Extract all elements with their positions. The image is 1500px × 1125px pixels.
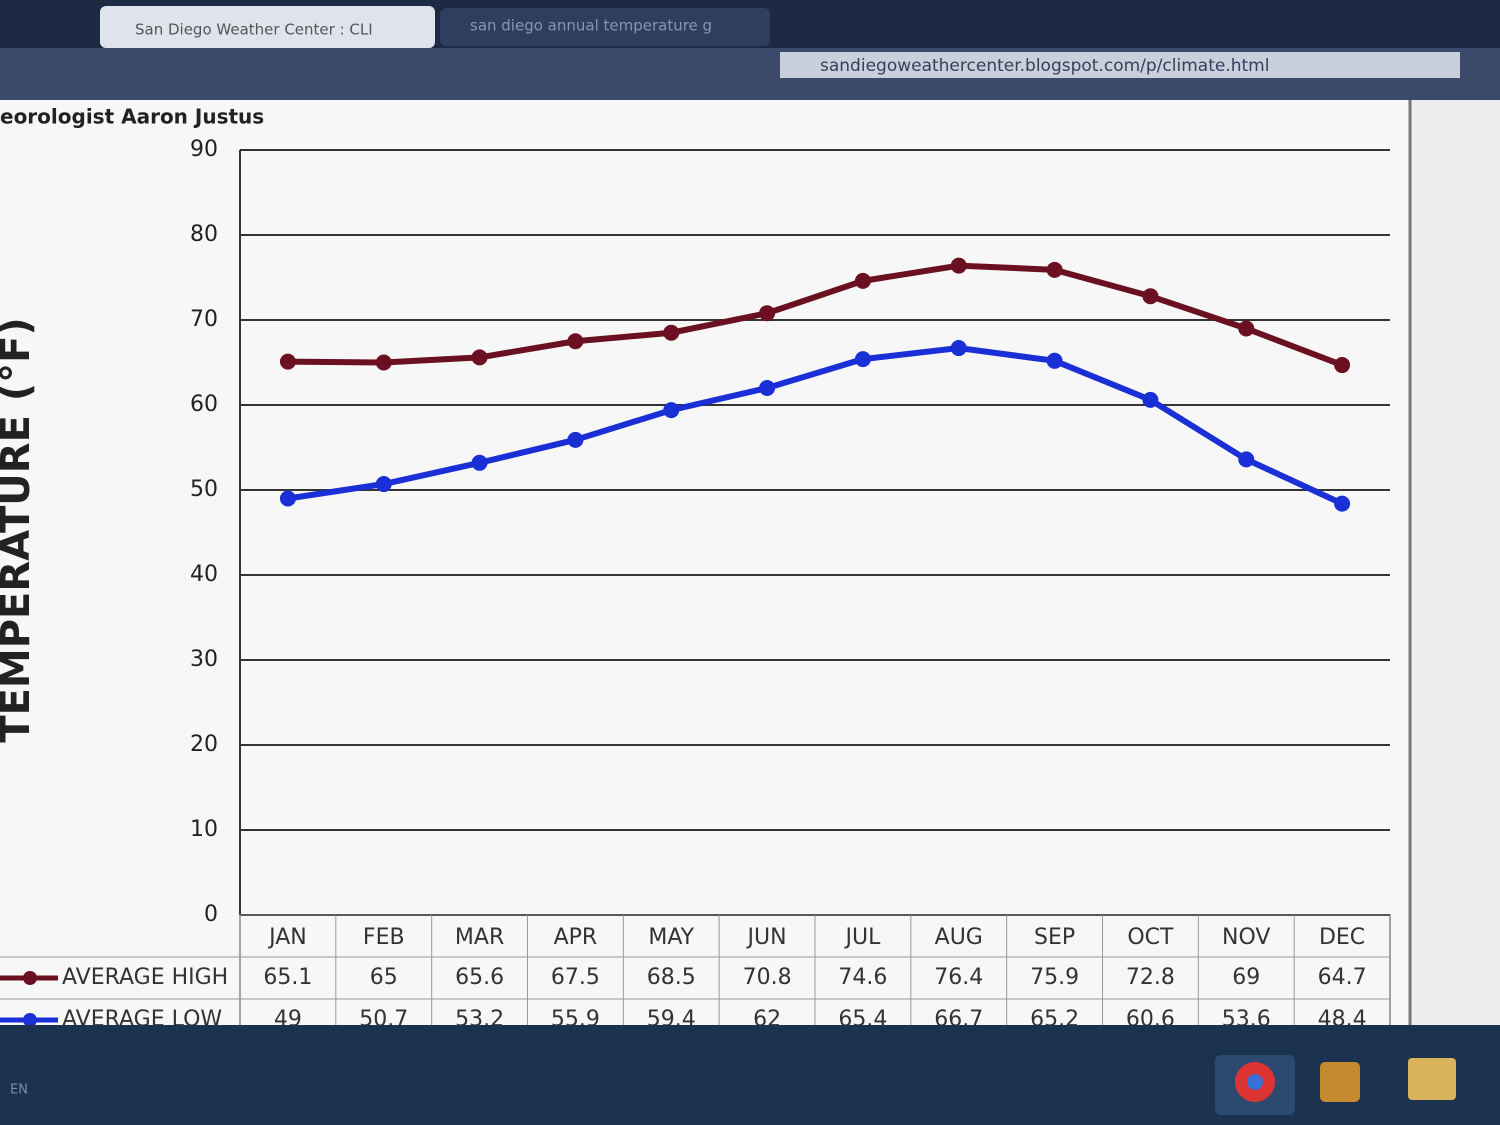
table-value: 70.8 (743, 965, 792, 990)
data-point (759, 380, 776, 396)
x-tick-label: NOV (1222, 925, 1270, 950)
language-indicator: EN (10, 1083, 28, 1098)
data-point (567, 333, 584, 350)
y-tick-label: 60 (190, 392, 218, 417)
data-point (1046, 352, 1063, 369)
y-tick-label: 50 (190, 477, 218, 502)
url-field[interactable] (780, 52, 1460, 78)
y-tick-label: 10 (190, 817, 218, 842)
series-line (287, 345, 1344, 507)
x-tick-label: APR (554, 925, 598, 950)
y-tick-label: 30 (190, 647, 218, 672)
table-value: 65.6 (455, 965, 504, 990)
y-tick-label: 40 (190, 562, 218, 587)
x-tick-label: MAR (455, 925, 504, 950)
data-point (1238, 320, 1255, 337)
data-point (1334, 357, 1351, 374)
data-point (279, 490, 296, 507)
legend-marker (23, 1013, 37, 1027)
data-point (375, 354, 392, 371)
data-point (567, 431, 584, 448)
data-point (663, 324, 680, 341)
data-point (854, 272, 871, 289)
data-point (1238, 451, 1255, 468)
y-tick-label: 80 (190, 222, 218, 247)
data-point (1334, 495, 1351, 512)
data-point (1142, 391, 1159, 408)
data-point (950, 257, 967, 274)
x-tick-label: AUG (935, 925, 983, 950)
y-tick-label: 0 (204, 902, 218, 927)
data-point (1046, 261, 1063, 278)
legend-marker (23, 971, 37, 985)
data-point (759, 305, 776, 322)
table-value: 69 (1232, 965, 1260, 990)
legend-label: AVERAGE HIGH (62, 965, 228, 990)
subtitle: eorologist Aaron Justus (0, 105, 264, 129)
x-tick-label: DEC (1319, 925, 1365, 950)
data-point (279, 353, 296, 370)
tab[interactable] (440, 8, 770, 46)
media-icon[interactable] (1320, 1062, 1360, 1102)
table-value: 72.8 (1126, 965, 1175, 990)
x-tick-label: MAY (648, 925, 694, 950)
data-point (1142, 288, 1159, 305)
page-content (0, 100, 1410, 1030)
data-point (471, 349, 488, 366)
data-point (471, 454, 488, 471)
table-value: 64.7 (1318, 965, 1367, 990)
table-value: 76.4 (934, 965, 983, 990)
x-tick-label: OCT (1127, 925, 1174, 950)
x-tick-label: JUL (843, 925, 881, 950)
url[interactable]: sandiegoweathercenter.blogspot.com/p/cli… (820, 56, 1269, 76)
data-point (375, 476, 392, 493)
x-tick-label: JUN (746, 925, 787, 950)
data-point (663, 402, 680, 419)
y-axis-label: TEMPERATURE (°F) (0, 317, 39, 742)
y-tick-label: 90 (190, 137, 218, 162)
table-value: 65 (370, 965, 398, 990)
series-line (287, 262, 1344, 368)
x-tick-label: JAN (267, 925, 307, 950)
table-value: 67.5 (551, 965, 600, 990)
folder-icon[interactable] (1408, 1058, 1456, 1100)
chrome-logo-center (1247, 1074, 1263, 1090)
x-tick-label: FEB (363, 925, 405, 950)
y-tick-label: 20 (190, 732, 218, 757)
table-value: 74.6 (838, 965, 887, 990)
data-point (854, 351, 871, 368)
table-value: 75.9 (1030, 965, 1079, 990)
tab-title[interactable]: San Diego Weather Center : CLI (135, 21, 373, 39)
tab-active[interactable] (100, 6, 435, 48)
data-point (950, 340, 967, 357)
y-tick-label: 70 (190, 307, 218, 332)
table-value: 65.1 (263, 965, 312, 990)
table-value: 68.5 (647, 965, 696, 990)
tab-title[interactable]: san diego annual temperature g (470, 17, 712, 35)
x-tick-label: SEP (1034, 925, 1075, 950)
